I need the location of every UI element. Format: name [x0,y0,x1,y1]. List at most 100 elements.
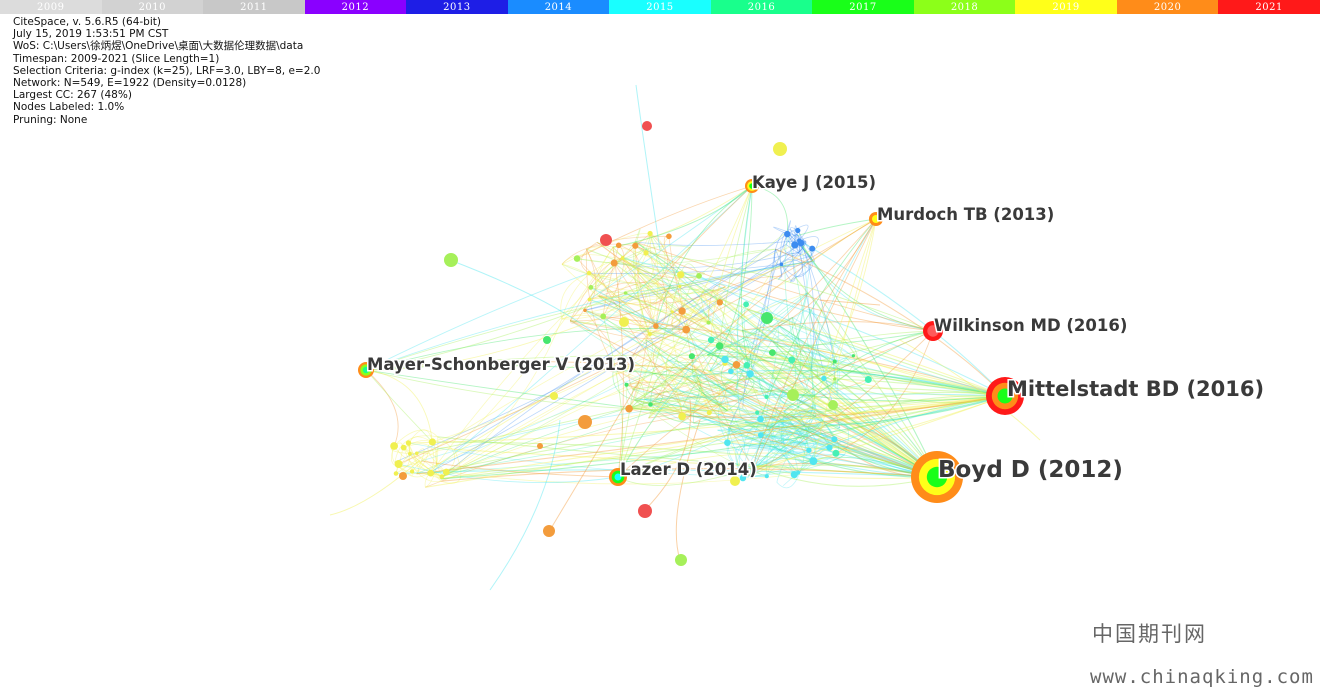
citation-edge [612,371,635,401]
citation-edge [598,272,639,297]
labeled-citation-node [986,377,1024,415]
citation-node [797,239,805,247]
citation-edge [570,275,700,322]
citation-edge [650,364,690,405]
citation-edge [810,355,849,371]
citation-node [821,375,827,382]
citation-edge [644,390,728,412]
citation-edge [748,381,838,477]
citation-edge [794,292,808,431]
node-label: Mayer-Schonberger V (2013) [367,355,635,374]
citation-edge [781,422,785,448]
citation-edge [612,246,657,327]
citation-edge [637,272,651,340]
citation-edge [365,260,813,371]
citation-node [615,242,622,249]
citation-ring [997,388,1013,404]
citation-edge [775,248,796,282]
citation-edge [693,389,736,424]
citation-edge [644,399,692,511]
citation-edge [630,286,726,409]
meta-date: July 15, 2019 1:53:51 PM CST [13,28,169,41]
citation-edge [584,248,596,311]
citation-edge [810,218,877,371]
node-label: Lazer D (2014) [620,460,757,479]
citation-edge [752,415,817,468]
citation-edge [735,394,751,416]
citation-edge [739,435,773,479]
citation-edge [365,369,433,443]
citation-node [833,377,837,381]
citation-node [647,230,653,237]
citation-edge [588,272,691,416]
citation-node [764,474,769,479]
citation-edge [741,329,812,371]
citation-edge [626,384,737,403]
citation-edge [602,244,625,317]
citation-edge [799,370,816,396]
citation-edge [648,360,668,419]
citation-edge [645,252,934,332]
meta-software: CiteSpace, v. 5.6.R5 (64-bit) [13,16,161,28]
citation-edge [682,405,938,478]
citation-edge [735,375,750,395]
citation-edge [666,345,720,361]
citation-edge [416,395,1006,475]
citation-edge [441,322,709,477]
citation-edge [644,399,795,475]
citation-edge [797,218,877,237]
citation-edge [696,369,938,478]
citation-edge [432,301,721,443]
citation-edge [754,218,877,467]
citation-ring [926,466,948,488]
citation-edge [681,310,938,478]
citation-edge [813,459,829,462]
citation-node [623,291,628,295]
citation-edge [617,466,756,486]
citation-edge [625,292,673,313]
citation-node [583,308,587,313]
citation-edge [365,272,590,371]
citation-edge [446,443,807,473]
citation-edge [632,377,1006,397]
citation-edge [707,299,786,356]
citation-node [696,273,702,279]
citation-edge [709,370,721,413]
citation-edge [758,370,775,446]
timeline-year: 2012 [304,0,407,14]
citation-edge [717,428,835,440]
citation-edge [649,233,666,279]
citation-edge [398,463,619,484]
citation-node [643,250,649,256]
node-label: Wilkinson MD (2016) [934,316,1127,335]
citation-edge [787,224,809,241]
citation-edge [612,247,624,478]
citation-edge [811,261,934,332]
citation-edge [745,421,830,449]
citation-edge [649,277,667,335]
citation-node [788,356,796,364]
citation-edge [745,421,830,449]
citation-edge [590,245,690,288]
citation-edge [618,244,640,273]
citation-edge [773,363,791,371]
citation-edge [634,364,690,401]
citation-edge [760,418,775,439]
citation-edge [783,233,800,254]
citation-edge [822,302,858,361]
timeline-year: 2016 [710,0,813,14]
citation-edge [622,259,639,278]
citation-node [648,402,653,407]
citation-edge [561,243,636,265]
citation-edge [736,443,746,479]
citation-edge [679,284,710,323]
citation-edge [635,245,934,332]
citation-edge [695,369,743,411]
citation-node [578,415,592,429]
citation-edge [734,317,793,392]
citation-node [408,451,412,456]
citation-edge [649,233,659,335]
citation-edge [693,375,732,386]
citation-edge [719,330,934,348]
citation-node [707,336,715,344]
